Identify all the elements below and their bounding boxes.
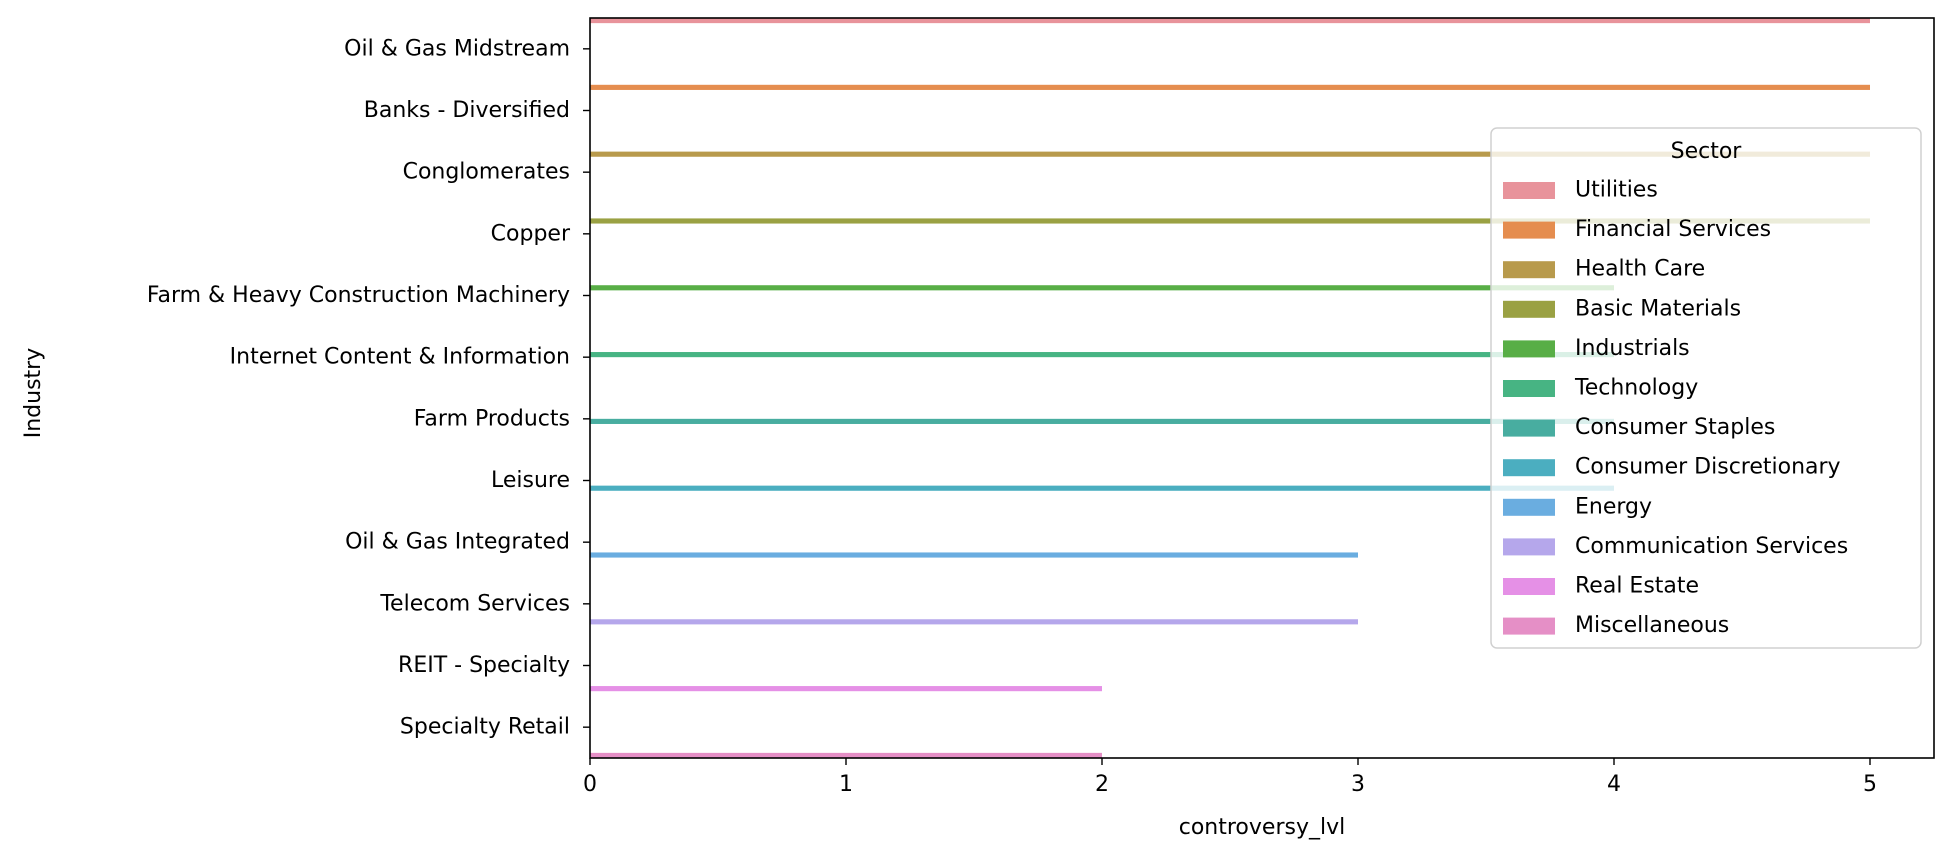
legend-entry-label: Basic Materials <box>1575 296 1741 321</box>
x-tick-label: 3 <box>1351 772 1365 797</box>
bar-consumer-discretionary <box>590 485 1614 491</box>
plot-frame <box>589 17 1935 759</box>
legend-entry-label: Communication Services <box>1575 534 1848 559</box>
y-tick-label: Farm & Heavy Construction Machinery <box>147 283 570 308</box>
y-tick-label: Specialty Retail <box>400 715 570 740</box>
legend-swatch <box>1503 617 1555 635</box>
bar-utilities <box>590 18 1870 24</box>
legend-entry-label: Industrials <box>1575 336 1690 361</box>
legend-title: Sector <box>1671 139 1743 164</box>
legend-box <box>1490 127 1922 649</box>
bar-industrials <box>590 285 1614 291</box>
y-axis-label: Industry <box>21 348 46 439</box>
y-ticks-group: Oil & Gas Midstream Banks - Diversified Co… <box>147 36 590 740</box>
bar-real-estate <box>590 686 1102 692</box>
legend-swatch <box>1503 538 1555 556</box>
y-tick-label: Conglomerates <box>403 160 570 185</box>
legend-swatch <box>1503 459 1555 477</box>
legend-swatch <box>1503 182 1555 199</box>
bar-miscellaneous <box>590 752 1102 758</box>
bar-technology <box>590 352 1614 358</box>
bar-energy <box>590 552 1358 558</box>
legend-items: Utilities Financial Services Health Care Ba… <box>1503 178 1848 638</box>
legend-entry-label: Health Care <box>1575 257 1705 282</box>
bar-communication-services <box>590 619 1358 625</box>
y-tick-label: REIT - Specialty <box>398 653 570 678</box>
legend-swatch <box>1503 340 1555 358</box>
x-axis-label: controversy_lvl <box>1179 815 1345 840</box>
bar-basic-materials <box>590 218 1870 224</box>
legend-entry-label: Utilities <box>1575 178 1658 203</box>
x-tick-label: 5 <box>1863 772 1877 797</box>
bars-group <box>590 18 1870 758</box>
legend-swatch <box>1503 261 1555 279</box>
bar-consumer-staples <box>590 418 1614 424</box>
legend-swatch <box>1503 578 1555 595</box>
legend-entry-label: Miscellaneous <box>1575 613 1729 638</box>
y-tick-label: Internet Content & Information <box>230 345 570 370</box>
legend-entry-label: Consumer Discretionary <box>1575 455 1841 480</box>
y-tick-label: Leisure <box>491 468 570 493</box>
legend-entry-label: Real Estate <box>1575 574 1699 599</box>
x-tick-label: 4 <box>1607 772 1621 797</box>
x-tick-label: 2 <box>1095 772 1109 797</box>
legend-swatch <box>1503 221 1555 239</box>
legend-swatch <box>1503 380 1555 397</box>
legend-swatch <box>1503 419 1555 437</box>
legend: Sector Utilities Financial Services Health… <box>1490 127 1922 649</box>
x-ticks-group: 0 1 2 3 4 5 <box>583 758 1877 797</box>
y-tick-label: Copper <box>491 221 571 246</box>
legend-entry-label: Technology <box>1574 376 1698 401</box>
y-tick-label: Oil & Gas Integrated <box>345 530 570 555</box>
legend-entry-label: Financial Services <box>1575 217 1771 242</box>
y-tick-label: Oil & Gas Midstream <box>344 36 570 61</box>
bar-health-care <box>590 151 1870 157</box>
bar-financial-services <box>590 84 1870 90</box>
legend-swatch <box>1503 300 1555 318</box>
legend-entry-label: Energy <box>1575 494 1652 519</box>
y-tick-label: Telecom Services <box>379 591 570 616</box>
x-tick-label: 0 <box>583 772 597 797</box>
legend-entry-label: Consumer Staples <box>1575 415 1775 440</box>
x-tick-label: 1 <box>839 772 853 797</box>
legend-swatch <box>1503 498 1555 516</box>
y-tick-label: Farm Products <box>414 406 570 431</box>
y-tick-label: Banks - Diversified <box>364 98 570 123</box>
